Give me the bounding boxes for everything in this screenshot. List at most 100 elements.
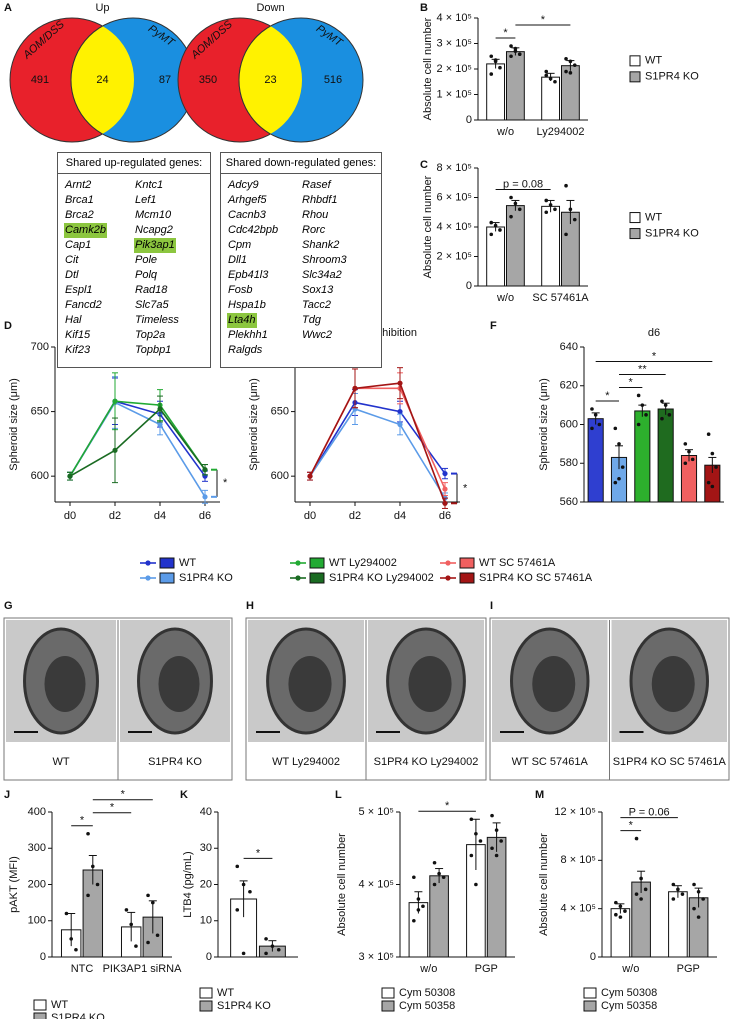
- y-tick-label: 2 × 10⁵: [437, 250, 472, 262]
- gene: Espl1: [65, 284, 93, 296]
- data-point: [264, 937, 268, 941]
- significance-label: *: [503, 27, 508, 39]
- gene: Ralgds: [228, 344, 263, 356]
- gene: Fancd2: [65, 299, 102, 311]
- significance-label: *: [605, 390, 610, 402]
- bar: [631, 881, 651, 958]
- data-point: [474, 882, 478, 887]
- panel-label: J: [4, 789, 10, 801]
- panel-label: M: [535, 789, 544, 801]
- data-point: [513, 46, 518, 51]
- data-point: [416, 908, 421, 912]
- y-axis-label: Spheroid size (μm): [538, 378, 550, 471]
- legend-label: Cym 50358: [399, 1000, 455, 1012]
- gene: Pik3ap1: [134, 238, 176, 253]
- bar: [541, 205, 561, 287]
- significance-label: *: [629, 376, 634, 388]
- data-point: [692, 906, 696, 911]
- data-point: [202, 467, 208, 473]
- x-tick-label: Ly294002: [537, 126, 585, 138]
- venn-count: 350: [199, 74, 217, 86]
- data-point: [493, 223, 498, 228]
- gene: Epb41l3: [228, 269, 269, 281]
- legend-swatch: [159, 572, 175, 584]
- y-axis-label: Spheroid size (μm): [8, 378, 20, 471]
- legend-swatch: [33, 999, 47, 1011]
- data-point: [553, 207, 557, 212]
- gene: Arhgef5: [228, 194, 267, 206]
- data-point: [124, 908, 129, 912]
- y-tick-label: 650: [31, 405, 49, 417]
- data-point: [617, 442, 621, 446]
- data-point: [112, 398, 118, 404]
- data-point: [544, 69, 549, 74]
- data-point: [568, 207, 573, 212]
- y-tick-label: 100: [28, 915, 46, 927]
- venn-count: 491: [31, 74, 49, 86]
- data-point: [307, 473, 313, 479]
- spheroid-core: [288, 656, 332, 712]
- data-point: [696, 915, 701, 919]
- data-point: [517, 52, 522, 57]
- venn-count: 87: [159, 74, 171, 86]
- legend-label: WT: [645, 211, 662, 223]
- y-tick-label: 6 × 10⁵: [437, 191, 472, 203]
- significance-label: *: [541, 14, 546, 26]
- y-tick-label: 3 × 10⁵: [359, 951, 394, 963]
- data-point: [91, 864, 95, 869]
- legend-label: Cym 50308: [601, 987, 657, 999]
- x-tick-label: w/o: [419, 963, 437, 975]
- gene: Wwc2: [302, 329, 332, 341]
- legend-label: WT: [645, 55, 662, 67]
- venn-count: 24: [96, 74, 108, 86]
- gene: Fosb: [228, 284, 253, 296]
- gene: Timeless: [135, 314, 179, 326]
- legend-swatch: [309, 557, 325, 569]
- legend-label: S1PR4 KO Ly294002: [329, 572, 434, 584]
- significance-label: *: [463, 482, 468, 494]
- series-line: [69, 407, 206, 477]
- legend-swatch: [629, 212, 641, 224]
- table-title: Shared up-regulated genes:: [58, 153, 210, 174]
- gene: Rhou: [302, 209, 329, 221]
- data-point: [618, 915, 623, 919]
- y-tick-label: 640: [560, 341, 578, 353]
- gene: Rhbdf1: [302, 194, 338, 206]
- legend-label: S1PR4 KO: [645, 71, 699, 83]
- bar: [486, 226, 506, 287]
- y-tick-label: 8 × 10⁵: [437, 162, 472, 174]
- data-point: [639, 897, 643, 901]
- legend-swatch: [381, 1000, 395, 1012]
- data-point: [469, 853, 474, 858]
- spheroid-core: [158, 656, 200, 712]
- y-tick-label: 4 × 10⁵: [437, 221, 472, 233]
- y-tick-label: 400: [28, 806, 46, 818]
- data-point: [687, 449, 691, 454]
- series-line: [69, 400, 206, 477]
- legend-swatch: [583, 987, 597, 999]
- data-point: [235, 864, 240, 869]
- data-point: [509, 195, 513, 200]
- series-line: [309, 387, 446, 490]
- data-point: [474, 831, 478, 836]
- panel-label: A: [4, 2, 12, 14]
- y-axis-label: pAKT (MFI): [8, 856, 20, 913]
- data-point: [129, 922, 133, 927]
- data-point: [509, 54, 513, 59]
- data-point: [493, 58, 498, 62]
- data-point: [489, 232, 494, 237]
- data-point: [432, 882, 437, 887]
- data-point: [489, 220, 494, 225]
- x-tick-label: d6: [439, 510, 451, 522]
- y-tick-label: 620: [560, 380, 578, 392]
- gene: Rorc: [302, 224, 326, 236]
- legend-label: Cym 50308: [399, 987, 455, 999]
- data-point: [134, 944, 138, 948]
- data-point: [513, 201, 518, 206]
- legend-label: WT: [179, 557, 196, 569]
- data-point: [593, 413, 598, 417]
- data-point: [498, 228, 502, 232]
- data-point: [202, 494, 208, 500]
- gene: Kntc1: [135, 179, 164, 191]
- x-tick-label: w/o: [496, 292, 514, 304]
